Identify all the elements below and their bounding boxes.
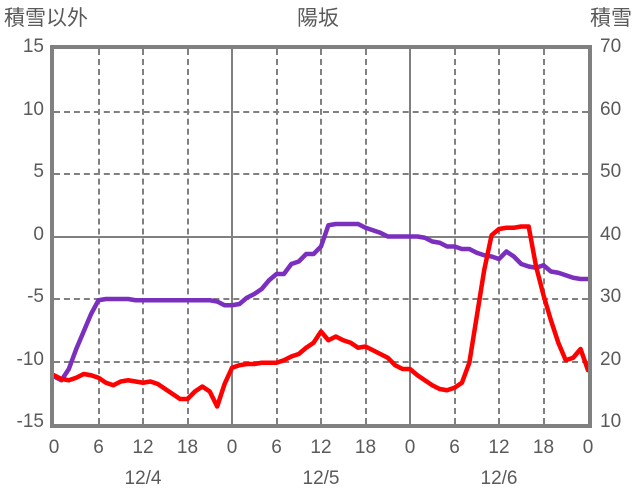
x-axis-tick-3: 18: [176, 437, 199, 458]
y-axis-right-tick-30: 30: [600, 286, 622, 307]
x-axis-day-label-12-5: 12/5: [302, 468, 340, 489]
x-axis-tick-9: 6: [449, 437, 460, 458]
gridline-v-60: [498, 49, 500, 424]
x-axis-tick-12: 0: [582, 437, 594, 458]
y-axis-right-tick-50: 50: [600, 161, 622, 182]
y-axis-right-tick-10: 10: [600, 411, 622, 432]
x-axis-tick-5: 6: [271, 437, 282, 458]
x-axis-tick-4: 0: [226, 437, 238, 458]
x-axis-day-label-12-4: 12/4: [124, 468, 162, 489]
x-axis-tick-1: 6: [93, 437, 104, 458]
x-axis-tick-0: 0: [48, 437, 60, 458]
y-axis-left-tick-0: 0: [33, 223, 44, 245]
x-axis-tick-6: 12: [310, 437, 332, 458]
x-axis-tick-8: 0: [404, 437, 416, 458]
x-axis-tick-7: 18: [354, 437, 377, 458]
x-axis-day-label-12-6: 12/6: [480, 468, 518, 489]
gridline-v-18: [186, 49, 189, 424]
y-axis-left-tick-15: 15: [22, 36, 44, 57]
plot-inner: [54, 49, 588, 424]
y-axis-left-tick-10: 10: [22, 98, 44, 120]
plot-area: [50, 45, 592, 428]
page-title: 陽坂: [297, 7, 339, 30]
gridline-v-6: [97, 49, 100, 424]
gridline-v-42: [364, 49, 367, 424]
data-series-layer: [54, 221, 588, 409]
gridline-v-24: [231, 49, 233, 424]
y-axis-right-tick-20: 20: [600, 348, 622, 370]
y-axis-left-tick--15: -15: [16, 411, 44, 432]
y-axis-left-tick--5: -5: [27, 286, 44, 307]
series-line-snow: [54, 224, 588, 409]
left-axis-title: 積雪以外: [4, 7, 88, 30]
x-axis-tick-10: 12: [488, 437, 510, 458]
right-axis-title: 積雪: [590, 7, 632, 30]
y-axis-right-tick-60: 60: [600, 98, 622, 120]
gridline-v-54: [453, 49, 456, 424]
y-axis-left-tick--10: -10: [16, 348, 44, 370]
y-axis-right-tick-40: 40: [600, 223, 622, 245]
gridline-v-30: [275, 49, 278, 424]
y-axis-left-tick-5: 5: [33, 161, 44, 182]
x-axis-tick-2: 12: [132, 437, 154, 458]
gridline-v-36: [320, 49, 322, 424]
gridline-v-66: [542, 49, 545, 424]
gridline-v-12: [142, 49, 144, 424]
x-axis-tick-11: 18: [532, 437, 555, 458]
series-line-snow-other: [54, 221, 588, 383]
y-axis-right-tick-70: 70: [600, 36, 622, 57]
